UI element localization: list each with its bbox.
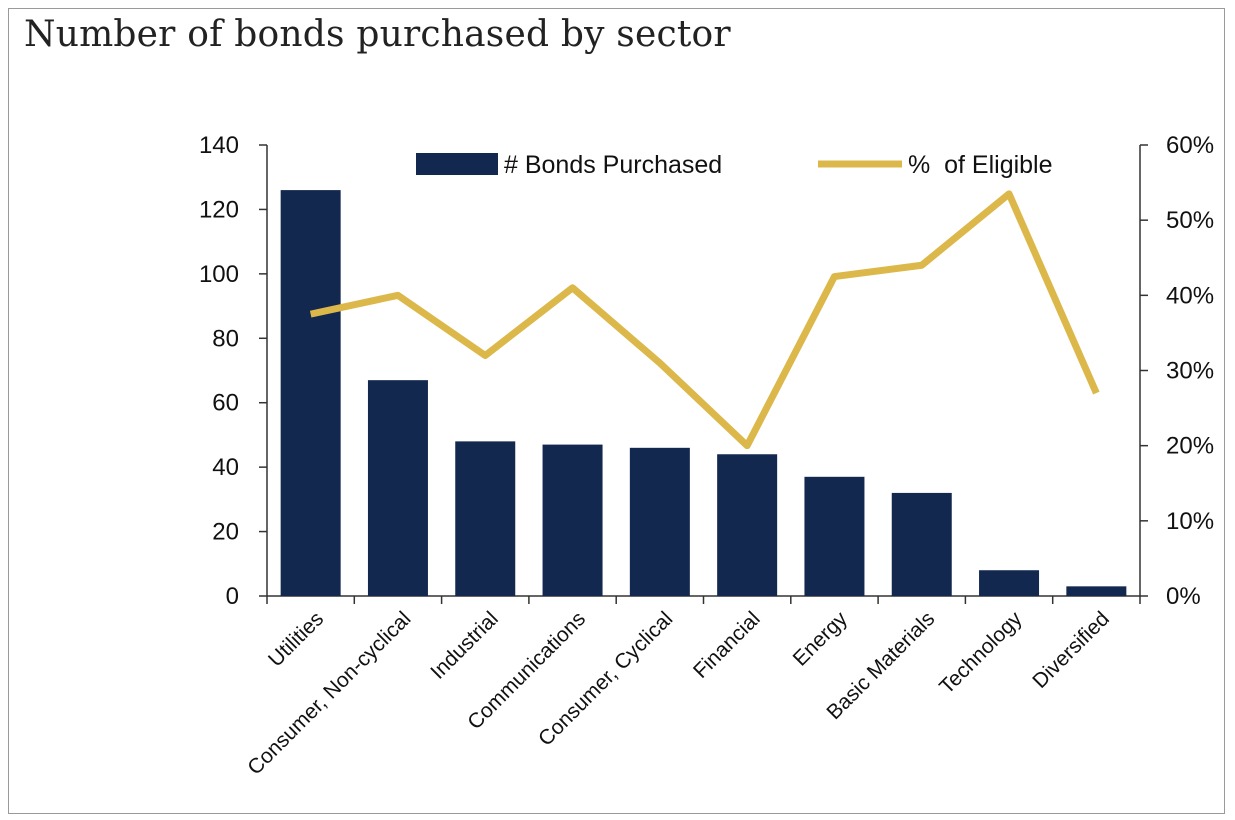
bar bbox=[979, 570, 1040, 596]
left-tick-label: 140 bbox=[199, 132, 239, 159]
bar bbox=[542, 444, 603, 596]
right-tick-label: 40% bbox=[1166, 282, 1214, 309]
left-tick-label: 60 bbox=[212, 390, 239, 417]
category-label: Industrial bbox=[426, 607, 503, 684]
right-tick-label: 0% bbox=[1166, 583, 1201, 610]
right-tick-label: 10% bbox=[1166, 508, 1214, 535]
right-y-axis: 0% 10% 20% 30% 40% 50% 60% bbox=[1139, 132, 1214, 610]
bar bbox=[891, 492, 952, 596]
bar bbox=[280, 190, 341, 596]
bar bbox=[717, 454, 778, 596]
left-tick-label: 120 bbox=[199, 196, 239, 223]
left-y-axis: 0 20 40 60 80 100 120 140 bbox=[199, 132, 268, 610]
category-label: Consumer, Non-cyclical bbox=[243, 607, 415, 779]
bar bbox=[804, 476, 865, 596]
left-tick-label: 0 bbox=[226, 583, 239, 610]
bar bbox=[455, 441, 516, 596]
bar bbox=[629, 447, 690, 596]
category-label: Diversified bbox=[1028, 607, 1114, 693]
left-tick-label: 80 bbox=[212, 325, 239, 352]
chart-frame bbox=[8, 8, 1225, 814]
left-tick-label: 20 bbox=[212, 519, 239, 546]
legend-label-eligible: % of Eligible bbox=[908, 151, 1053, 179]
eligible-line bbox=[309, 190, 1100, 450]
category-label: Technology bbox=[935, 607, 1027, 699]
category-label: Utilities bbox=[264, 607, 328, 671]
right-tick-label: 60% bbox=[1166, 132, 1214, 159]
bar-series bbox=[280, 190, 1127, 596]
legend-swatch-bonds bbox=[416, 153, 498, 175]
left-tick-label: 100 bbox=[199, 261, 239, 288]
right-tick-label: 20% bbox=[1166, 433, 1214, 460]
category-label: Financial bbox=[689, 607, 765, 683]
legend: # Bonds Purchased % of Eligible bbox=[416, 151, 1053, 179]
right-tick-label: 30% bbox=[1166, 358, 1214, 385]
left-tick-label: 40 bbox=[212, 454, 239, 481]
bar bbox=[367, 380, 428, 596]
bar bbox=[1066, 586, 1127, 596]
line-series bbox=[309, 190, 1100, 450]
right-tick-label: 50% bbox=[1166, 207, 1214, 234]
chart-title: Number of bonds purchased by sector bbox=[24, 14, 731, 55]
category-label: Energy bbox=[789, 607, 853, 671]
legend-label-bonds: # Bonds Purchased bbox=[504, 151, 722, 179]
